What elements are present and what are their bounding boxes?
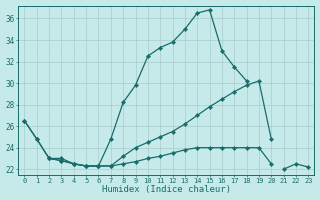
X-axis label: Humidex (Indice chaleur): Humidex (Indice chaleur)	[102, 185, 231, 194]
